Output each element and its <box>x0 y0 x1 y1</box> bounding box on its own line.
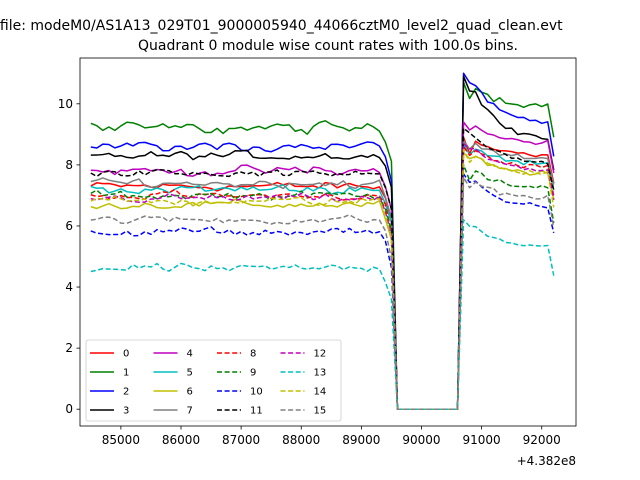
legend-label-7: 7 <box>187 406 193 417</box>
legend-label-10: 10 <box>250 387 263 398</box>
legend-label-0: 0 <box>123 349 129 360</box>
legend-label-5: 5 <box>187 368 193 379</box>
x-tick-label: 91000 <box>463 433 501 447</box>
plot-lines <box>90 72 555 410</box>
series-line-11 <box>90 127 555 410</box>
y-tick-label: 4 <box>65 280 73 294</box>
x-tick-label: 90000 <box>402 433 440 447</box>
legend-label-3: 3 <box>123 406 129 417</box>
legend-label-13: 13 <box>314 368 327 379</box>
x-tick-label: 92000 <box>523 433 561 447</box>
series-line-2 <box>90 72 555 410</box>
series-line-3 <box>90 75 555 410</box>
legend-frame <box>85 339 342 422</box>
y-axis: 0 2 4 6 8 10 <box>58 97 80 416</box>
legend-label-9: 9 <box>250 368 256 379</box>
y-tick-label: 2 <box>65 341 73 355</box>
legend-label-12: 12 <box>314 349 327 360</box>
x-tick-label: 88000 <box>282 433 320 447</box>
legend-label-8: 8 <box>250 349 256 360</box>
series-line-0 <box>90 136 555 410</box>
legend-label-1: 1 <box>123 368 129 379</box>
y-tick-label: 10 <box>58 97 73 111</box>
series-line-13 <box>90 219 555 410</box>
chart-suptitle: Data file: modeM0/AS1A13_029T01_90000059… <box>0 18 563 34</box>
legend-label-2: 2 <box>123 387 129 398</box>
legend-label-11: 11 <box>250 406 263 417</box>
series-line-1 <box>90 81 555 410</box>
x-offset-label: +4.382e8 <box>517 454 576 468</box>
series-line-4 <box>90 121 555 410</box>
series-line-15 <box>90 176 555 410</box>
legend-label-14: 14 <box>314 387 327 398</box>
x-axis: 85000 86000 87000 88000 89000 90000 91000 92000 <box>102 426 561 447</box>
legend-label-4: 4 <box>187 349 193 360</box>
series-line-7 <box>90 139 555 410</box>
x-tick-label: 85000 <box>102 433 140 447</box>
y-tick-label: 8 <box>65 158 73 172</box>
series-line-14 <box>90 148 555 410</box>
series-line-12 <box>90 142 555 410</box>
legend-label-6: 6 <box>187 387 193 398</box>
x-tick-label: 89000 <box>342 433 380 447</box>
y-tick-label: 6 <box>65 219 73 233</box>
series-line-9 <box>90 164 555 410</box>
x-tick-label: 86000 <box>162 433 200 447</box>
x-tick-label: 87000 <box>222 433 260 447</box>
plot-frame <box>79 57 577 427</box>
y-tick-label: 0 <box>65 402 73 416</box>
legend-label-15: 15 <box>314 406 327 417</box>
chart-title: Quadrant 0 module wise count rates with … <box>138 38 518 54</box>
